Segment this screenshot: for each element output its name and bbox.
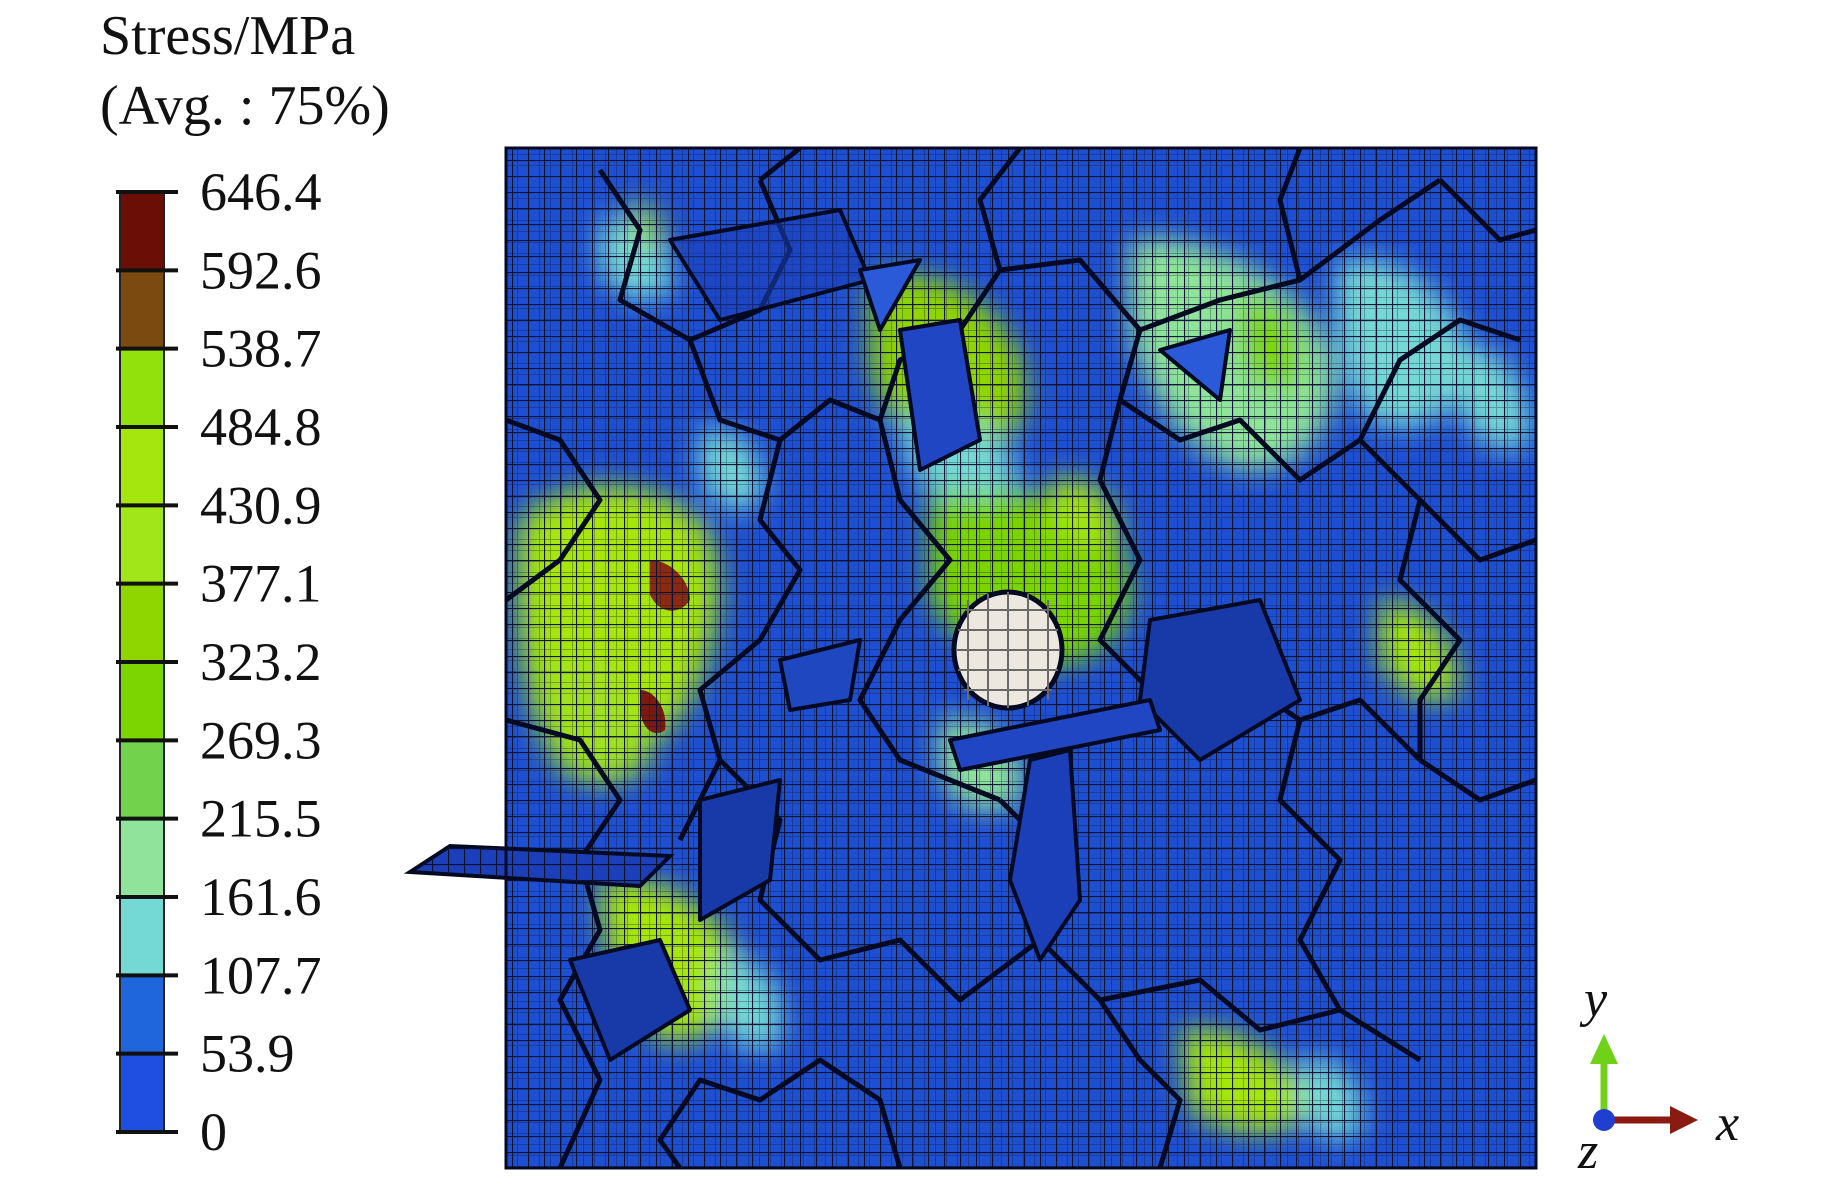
legend-tick-label: 377.1 — [200, 554, 322, 614]
legend-band-2 — [120, 348, 164, 427]
triad-y-label: y — [1579, 971, 1608, 1028]
triad-y-arrowhead — [1590, 1034, 1618, 1064]
triad-z-dot — [1593, 1109, 1615, 1131]
legend-tick-label: 0 — [200, 1102, 227, 1162]
legend-tick-label: 538.7 — [200, 319, 322, 379]
legend-tick-label: 53.9 — [200, 1024, 295, 1084]
legend-tick-label: 323.2 — [200, 632, 322, 692]
legend-color-bar — [119, 191, 165, 1133]
legend-band-5 — [120, 583, 164, 662]
displaced-grains — [568, 208, 1302, 1062]
triad-z-label: z — [1577, 1123, 1598, 1180]
legend-tick-label: 215.5 — [200, 789, 322, 849]
legend-band-8 — [120, 818, 164, 897]
legend-band-6 — [120, 662, 164, 741]
legend-band-7 — [120, 740, 164, 819]
legend-tick-label: 161.6 — [200, 867, 322, 927]
legend-band-0 — [120, 192, 164, 271]
legend-subtitle: (Avg. : 75%) — [100, 75, 390, 137]
central-inclusion — [951, 589, 1065, 711]
legend-band-4 — [120, 505, 164, 584]
triad-x-arrowhead — [1670, 1106, 1698, 1134]
legend-tick-label: 592.6 — [200, 240, 322, 300]
legend-band-9 — [120, 897, 164, 976]
ejected-element — [403, 843, 675, 889]
legend-ticks: 646.4 592.6 538.7 484.8 430.9 377.1 323.2 269.3… — [116, 162, 322, 1162]
legend-tick-label: 484.8 — [200, 397, 322, 457]
legend-tick-label: 646.4 — [200, 162, 322, 222]
coordinate-triad: y x z — [1577, 971, 1739, 1180]
triad-x-label: x — [1715, 1095, 1739, 1152]
legend-tick-label: 430.9 — [200, 475, 322, 535]
legend-band-11 — [120, 1053, 164, 1132]
legend-band-1 — [120, 270, 164, 349]
plate-border — [504, 146, 1538, 1170]
legend-band-10 — [120, 975, 164, 1054]
legend-title: Stress/MPa — [100, 5, 356, 67]
legend-tick-label: 269.3 — [200, 710, 322, 770]
legend-tick-label: 107.7 — [200, 945, 322, 1005]
mesh-model — [403, 146, 1538, 1170]
legend-band-3 — [120, 427, 164, 506]
